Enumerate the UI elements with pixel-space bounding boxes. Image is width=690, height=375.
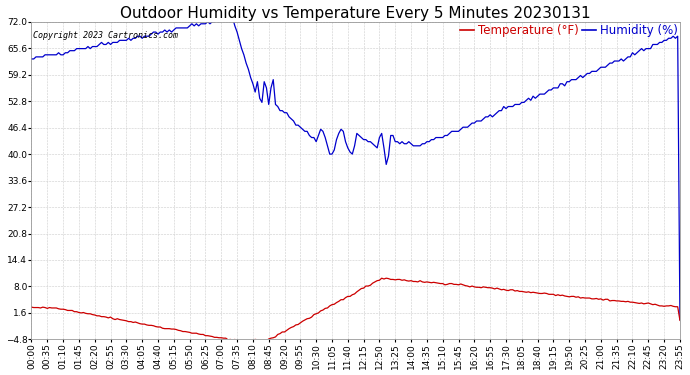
Title: Outdoor Humidity vs Temperature Every 5 Minutes 20230131: Outdoor Humidity vs Temperature Every 5 … [120,6,591,21]
Text: Copyright 2023 Cartronics.com: Copyright 2023 Cartronics.com [33,31,179,40]
Legend: Temperature (°F), Humidity (%): Temperature (°F), Humidity (%) [460,24,678,37]
